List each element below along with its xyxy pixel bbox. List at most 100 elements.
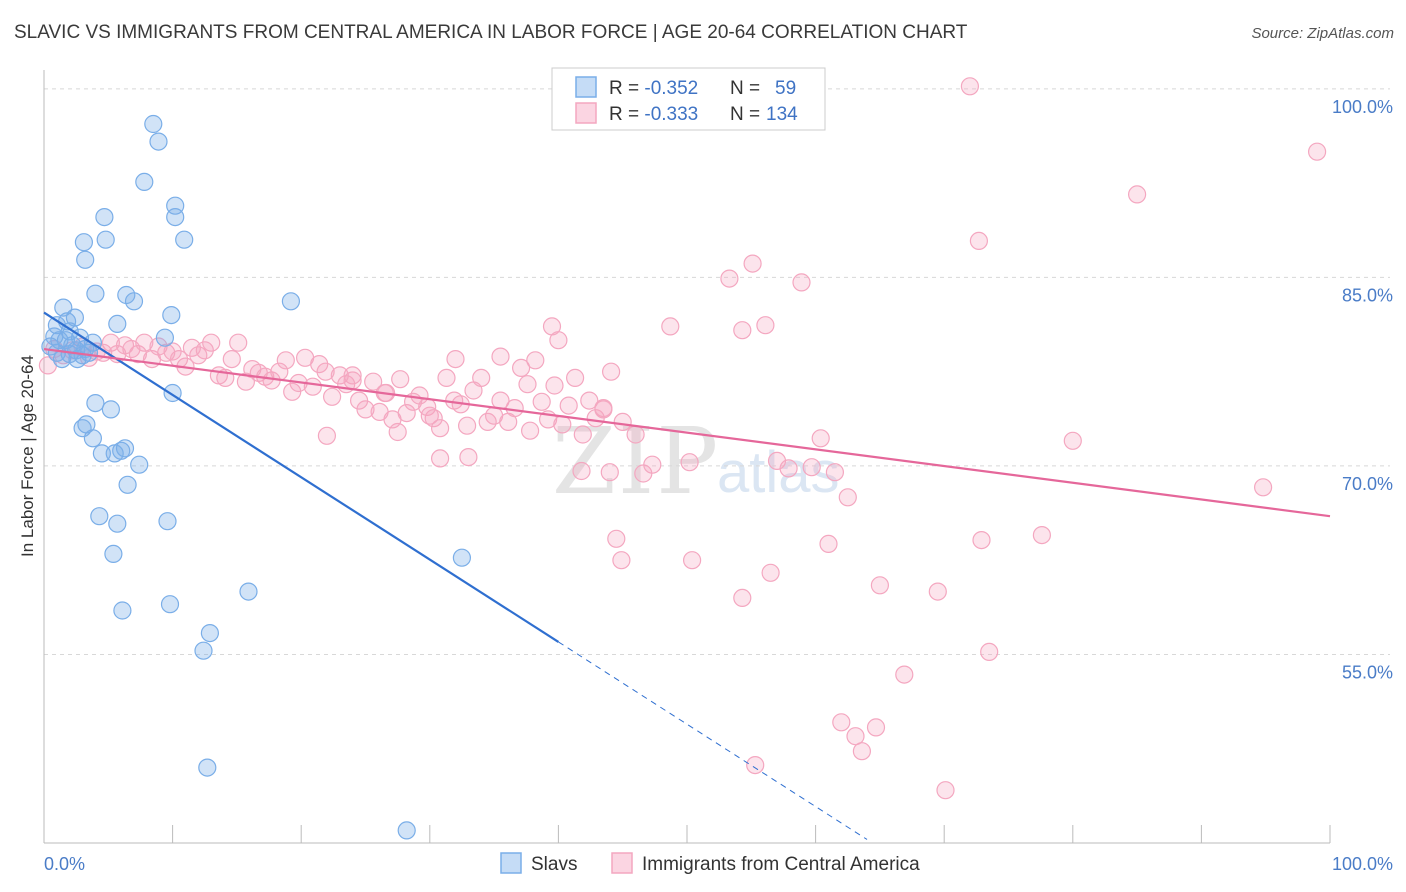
slavs-point <box>74 233 94 252</box>
immigrants-point <box>594 400 613 419</box>
slavs-point <box>124 292 144 311</box>
immigrants-point <box>472 368 491 387</box>
immigrants-point <box>626 425 645 444</box>
immigrants-point <box>310 355 329 374</box>
immigrants-point <box>661 317 680 336</box>
y-tick-label: 85.0% <box>1342 285 1393 305</box>
legend-n-label-immigrants: N = <box>730 104 765 125</box>
bottom-legend-swatch-slavs <box>500 852 522 874</box>
immigrants-point <box>446 350 465 369</box>
immigrants-point <box>222 350 241 369</box>
immigrants-point <box>549 331 568 350</box>
immigrants-point <box>761 563 780 582</box>
y-tick-label: 55.0% <box>1342 662 1393 682</box>
y-tick-labels: 55.0% 70.0% 85.0% 100.0% <box>1332 97 1393 683</box>
immigrants-point <box>520 421 540 440</box>
immigrants-point <box>960 77 980 96</box>
slavs-point <box>104 544 123 564</box>
immigrants-point <box>128 345 147 364</box>
immigrants-point <box>303 377 322 396</box>
bottom-legend-label-immigrants: Immigrants from Central America <box>642 854 920 875</box>
immigrants-point <box>682 551 702 570</box>
immigrants-point <box>1063 431 1082 450</box>
immigrants-point <box>458 416 477 435</box>
immigrants-point <box>613 412 632 431</box>
immigrants-point <box>431 449 450 468</box>
slavs-point <box>86 394 105 413</box>
legend-r-value-slavs: -0.352 <box>644 78 698 99</box>
chart-title: SLAVIC VS IMMIGRANTS FROM CENTRAL AMERIC… <box>14 22 968 43</box>
slavs-point <box>200 623 219 643</box>
immigrants-point <box>364 372 383 391</box>
trend-line-slavs <box>43 311 559 643</box>
slavs-point <box>76 250 95 269</box>
immigrants-point <box>572 461 591 481</box>
immigrants-point <box>511 358 531 377</box>
immigrants-point <box>526 351 545 370</box>
legend-r-label-immigrants: R = <box>609 104 644 125</box>
slavs-point <box>135 172 154 191</box>
slavs-point <box>194 641 213 660</box>
immigrants-point <box>733 321 752 340</box>
immigrants-point <box>838 488 857 507</box>
immigrants-point <box>832 713 851 732</box>
slavs-point <box>452 548 471 567</box>
slavs-point <box>239 582 258 601</box>
immigrants-point <box>846 727 865 746</box>
immigrants-point <box>743 254 762 273</box>
immigrants-point <box>163 342 182 361</box>
svg-text:N = 134: N = 134 <box>730 104 798 125</box>
immigrants-point <box>397 404 416 423</box>
immigrants-point <box>580 391 599 410</box>
immigrants-point <box>825 463 845 482</box>
slavs-point <box>108 314 127 333</box>
immigrants-point <box>276 351 295 370</box>
x-tick-label-min: 0.0% <box>44 854 85 874</box>
y-tick-label: 100.0% <box>1332 97 1393 117</box>
immigrants-point <box>1032 525 1052 545</box>
immigrants-point <box>802 458 821 477</box>
immigrants-point <box>431 419 450 438</box>
trend-line-slavs-extension <box>558 641 868 840</box>
slavs-point <box>149 132 168 151</box>
slavs-point <box>281 292 300 311</box>
slavs-point <box>90 507 109 526</box>
immigrants-point <box>980 642 999 662</box>
immigrants-point <box>565 368 585 387</box>
slavs-point <box>96 230 115 249</box>
immigrants-point <box>195 341 214 360</box>
slavs-point <box>162 306 181 325</box>
slavs-point <box>65 308 85 327</box>
slavs-point <box>166 208 185 227</box>
immigrants-point <box>612 551 631 570</box>
immigrants-point <box>323 387 342 406</box>
slavs-point <box>101 400 121 419</box>
slavs-point <box>92 444 112 463</box>
immigrants-point <box>505 399 524 418</box>
slavs-point <box>155 328 174 347</box>
slavs-point <box>108 514 127 533</box>
immigrants-point <box>680 453 699 472</box>
legend-r-label-slavs: R = <box>609 78 644 99</box>
immigrants-point <box>491 347 510 366</box>
slavs-point <box>144 114 163 134</box>
immigrants-point <box>969 231 989 250</box>
slavs-point <box>160 595 180 614</box>
slavs-point <box>95 208 114 227</box>
immigrants-point <box>518 375 537 394</box>
immigrants-point <box>601 362 621 381</box>
slavs-point <box>56 331 76 350</box>
immigrants-point <box>316 362 335 381</box>
legend-n-value-immigrants: 134 <box>766 104 798 125</box>
immigrants-point <box>1253 478 1273 497</box>
immigrants-point <box>779 459 798 478</box>
legend-n-value-slavs: 59 <box>775 78 796 99</box>
immigrants-point <box>343 371 362 390</box>
legend-swatch-immigrants <box>575 102 597 124</box>
immigrants-point <box>870 576 890 595</box>
immigrants-point <box>936 781 955 800</box>
immigrants-point <box>573 425 592 444</box>
immigrants-point <box>532 392 551 411</box>
slavs-point <box>175 230 194 249</box>
immigrants-point <box>553 415 572 434</box>
